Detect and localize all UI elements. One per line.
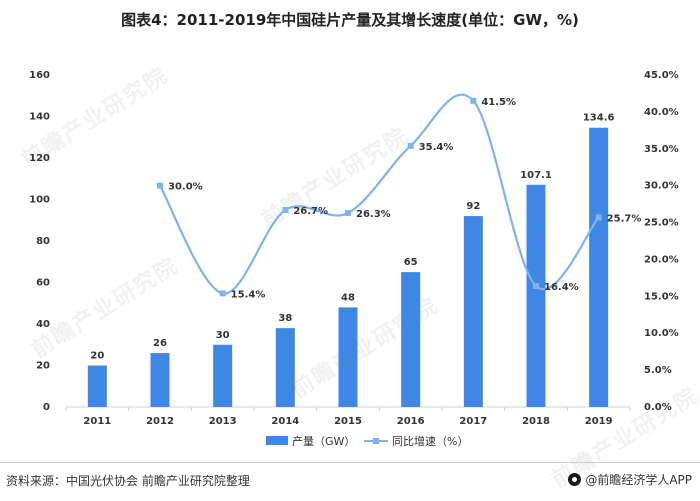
legend-line-label: 同比增速（%） [392, 434, 468, 448]
growth-value-label: 26.7% [293, 206, 328, 217]
growth-value-label: 41.5% [481, 97, 516, 108]
y-left-tick-label: 80 [36, 236, 50, 247]
y-right-tick-label: 30.0% [644, 181, 679, 192]
x-tick-label: 2017 [459, 416, 487, 427]
x-tick-label: 2019 [585, 416, 613, 427]
y-right-tick-label: 25.0% [644, 218, 679, 229]
bar [463, 216, 483, 407]
source-note: 资料来源：中国光伏协会 前瞻产业研究院整理 [6, 474, 250, 488]
growth-value-label: 15.4% [231, 289, 266, 300]
bar-value-label: 65 [404, 257, 418, 268]
growth-point [157, 182, 163, 189]
growth-point [345, 209, 351, 216]
growth-point [533, 283, 539, 290]
x-tick-label: 2014 [271, 416, 299, 427]
y-left-tick-label: 60 [36, 278, 50, 289]
y-left-tick-label: 160 [29, 70, 50, 81]
y-right-tick-label: 20.0% [644, 254, 679, 265]
growth-line [159, 93, 600, 295]
bar-value-label: 20 [90, 351, 104, 362]
bar-value-label: 48 [341, 292, 355, 303]
bar-value-label: 26 [153, 338, 167, 349]
y-right-tick-label: 15.0% [644, 291, 679, 302]
y-left-tick-label: 100 [29, 195, 50, 206]
x-tick-label: 2016 [397, 416, 425, 427]
growth-point [219, 290, 226, 297]
bar [87, 365, 107, 407]
growth-value-label: 25.7% [607, 213, 642, 224]
y-left-tick-label: 0 [43, 402, 50, 413]
x-tick-label: 2011 [83, 416, 111, 427]
growth-value-label: 16.4% [544, 282, 579, 293]
brand-credit: @前瞻经济学人APP [568, 471, 692, 488]
y-right-tick-label: 40.0% [644, 107, 679, 118]
bar [150, 353, 170, 407]
y-right-tick-label: 0.0% [644, 402, 672, 413]
chart-canvas: 0 20 40 60 80 100 120 140 160 0.0% 5.0% 10.0% 15.0% 2… [29, 70, 679, 448]
x-tick-label: 2015 [334, 416, 362, 427]
chart-title: 图表4：2011-2019年中国硅片产量及其增长速度(单位：GW，%) [121, 11, 579, 29]
brand-text: @前瞻经济学人APP [585, 473, 692, 487]
legend-line-marker [373, 438, 379, 444]
bar [526, 184, 546, 407]
bar-value-label: 38 [278, 313, 292, 324]
growth-value-label: 30.0% [168, 182, 203, 193]
y-left-tick-label: 140 [29, 112, 50, 123]
bar-value-label: 107.1 [520, 170, 552, 181]
bar [401, 272, 421, 407]
legend-bar-swatch [266, 436, 288, 445]
legend-bar-label: 产量（GW） [292, 434, 355, 448]
bar [213, 344, 233, 407]
y-right-tick-label: 45.0% [644, 70, 679, 81]
y-right-tick-label: 35.0% [644, 144, 679, 155]
x-tick-label: 2012 [146, 416, 174, 427]
growth-point [470, 97, 477, 104]
bar-value-label: 134.6 [583, 113, 615, 124]
brand-logo-icon [568, 473, 582, 486]
growth-point [407, 142, 414, 149]
growth-value-label: 26.3% [356, 209, 391, 220]
x-tick-label: 2018 [522, 416, 550, 427]
x-tick-label: 2013 [209, 416, 237, 427]
y-left-tick-label: 120 [29, 153, 50, 164]
growth-point [282, 207, 289, 214]
growth-value-label: 35.4% [419, 142, 454, 153]
growth-point [595, 214, 602, 221]
y-right-tick-label: 10.0% [644, 328, 679, 339]
bar-value-label: 30 [216, 330, 230, 341]
bar-value-label: 92 [466, 201, 480, 212]
footer-divider [0, 462, 700, 463]
bar [589, 127, 609, 407]
bar [275, 328, 295, 407]
bar [338, 307, 358, 407]
y-left-tick-label: 40 [36, 319, 50, 330]
y-right-tick-label: 5.0% [644, 365, 672, 376]
y-left-tick-label: 20 [36, 361, 50, 372]
